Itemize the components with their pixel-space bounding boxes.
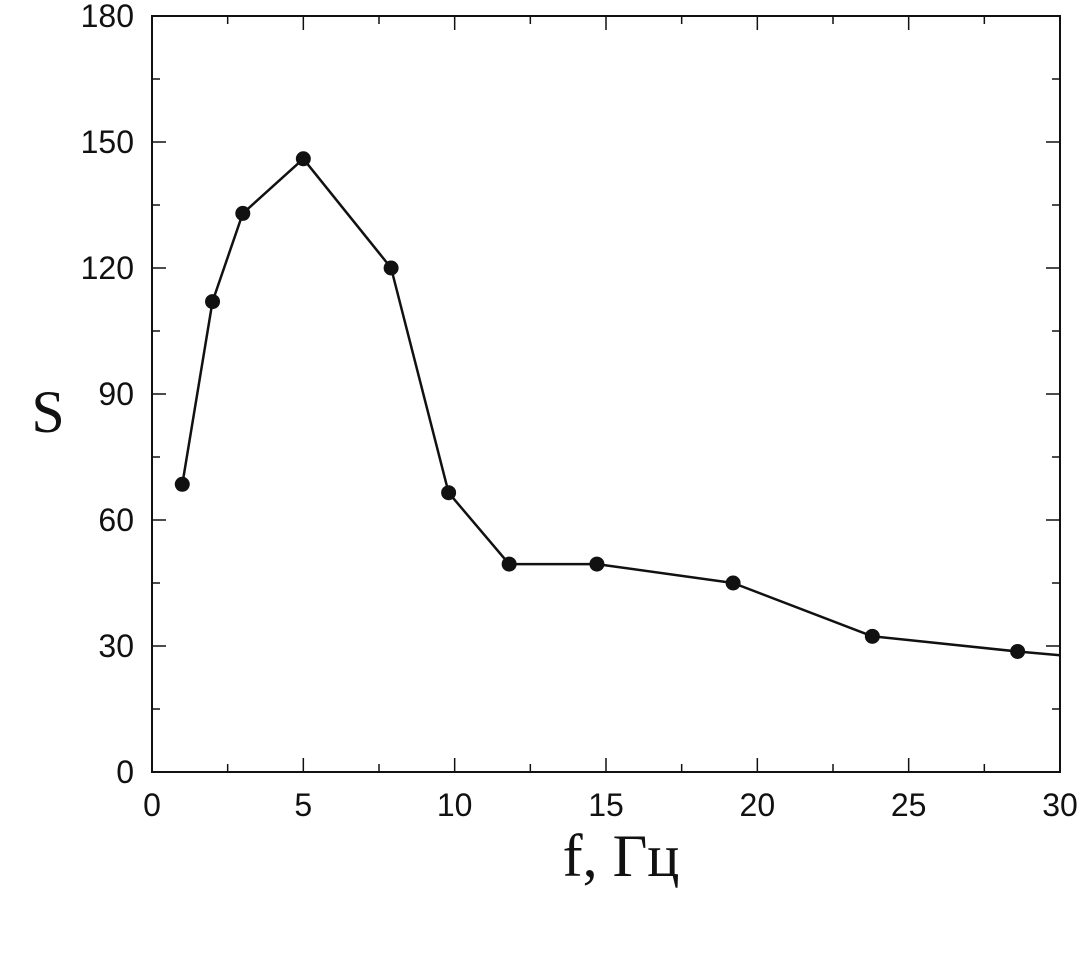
series-1 — [174, 151, 1061, 659]
data-point — [864, 628, 880, 644]
y-tick-label: 120 — [81, 250, 134, 286]
x-tick-label: 5 — [294, 787, 312, 823]
tick-labels: 0 5 10 15 20 25 30 0 30 60 90 120 150 180 — [81, 0, 1078, 823]
plot-area-frame — [151, 15, 1061, 773]
y-axis-label: S — [31, 379, 64, 445]
data-point — [589, 556, 605, 572]
data-point — [235, 205, 251, 221]
x-tick-label: 20 — [740, 787, 776, 823]
y-tick-label: 60 — [98, 502, 134, 538]
data-point — [441, 485, 457, 501]
x-tick-label: 30 — [1042, 787, 1078, 823]
series-line — [181, 157, 1061, 657]
data-point — [174, 476, 190, 492]
data-point — [295, 151, 311, 167]
x-tick-label: 15 — [588, 787, 624, 823]
x-tick-label: 25 — [891, 787, 927, 823]
data-point — [1010, 643, 1026, 659]
x-tick-label: 10 — [437, 787, 473, 823]
y-tick-label: 30 — [98, 628, 134, 664]
data-point — [501, 556, 517, 572]
data-point — [383, 260, 399, 276]
data-point — [725, 575, 741, 591]
y-tick-label: 90 — [98, 376, 134, 412]
y-tick-label: 150 — [81, 124, 134, 160]
y-tick-label: 0 — [116, 754, 134, 790]
tick-marks — [151, 15, 1061, 773]
data-point — [205, 294, 221, 310]
y-tick-label: 180 — [81, 0, 134, 34]
x-axis-label: f, Гц — [563, 823, 680, 889]
x-tick-label: 0 — [143, 787, 161, 823]
